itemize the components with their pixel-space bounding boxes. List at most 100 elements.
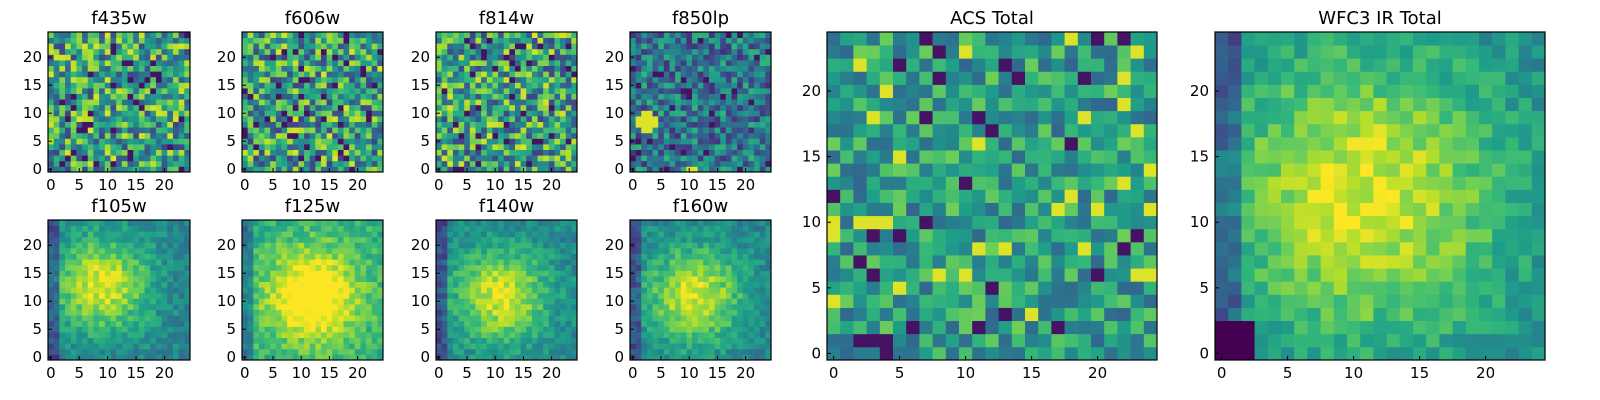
heatmap-cell	[304, 236, 311, 243]
heatmap-cell	[287, 99, 294, 106]
heatmap-cell	[99, 65, 106, 72]
heatmap-cell	[138, 155, 145, 162]
heatmap-cell	[264, 60, 271, 66]
heatmap-cell	[481, 116, 488, 122]
heatmap-cell	[436, 127, 443, 134]
heatmap-cell	[53, 104, 60, 111]
heatmap-cell	[526, 110, 533, 117]
heatmap-cell	[127, 110, 134, 117]
heatmap-cell	[172, 332, 180, 338]
heatmap-cell	[543, 276, 550, 282]
heatmap-cell	[349, 231, 356, 238]
heatmap-cell	[304, 220, 311, 226]
heatmap-cell	[377, 281, 384, 288]
heatmap-cell	[264, 93, 271, 100]
heatmap-cell	[127, 32, 134, 38]
heatmap-cell	[458, 242, 465, 249]
heatmap-cell	[138, 253, 145, 260]
heatmap-cell	[292, 104, 299, 111]
heatmap-cell	[663, 132, 670, 139]
heatmap-cell	[652, 48, 659, 55]
heatmap-cell	[509, 104, 516, 111]
heatmap-cell	[48, 315, 55, 322]
heatmap-cell	[486, 88, 493, 94]
heatmap-cell	[486, 32, 493, 38]
heatmap-cell	[161, 160, 168, 167]
x-tick-label: 15	[126, 176, 145, 194]
heatmap-cell	[121, 71, 128, 78]
heatmap-cell	[354, 76, 361, 83]
heatmap-cell	[121, 337, 128, 344]
heatmap-cell	[675, 149, 682, 156]
heatmap-cell	[371, 48, 378, 55]
heatmap-cell	[498, 231, 505, 238]
heatmap-cell	[258, 259, 265, 266]
heatmap-cell	[87, 149, 94, 156]
heatmap-cell	[116, 270, 123, 277]
heatmap-cell	[93, 71, 100, 78]
heatmap-cell	[360, 48, 367, 55]
heatmap-cell	[258, 298, 265, 305]
heatmap-cell	[458, 281, 465, 288]
heatmap-cell	[748, 259, 755, 266]
heatmap-cell	[492, 149, 499, 156]
heatmap-cell	[737, 132, 744, 139]
heatmap-cell	[669, 104, 676, 111]
heatmap-cell	[360, 65, 367, 72]
heatmap-cell	[172, 220, 180, 226]
heatmap-cell	[326, 287, 333, 294]
heatmap-cell	[247, 225, 254, 232]
heatmap-cell	[150, 220, 157, 226]
heatmap-cell	[172, 320, 180, 327]
heatmap-cell	[526, 320, 533, 327]
heatmap-cell	[360, 149, 367, 156]
heatmap-cell	[720, 144, 727, 150]
heatmap-cell	[754, 270, 761, 277]
heatmap-cell	[475, 37, 482, 44]
heatmap-cell	[48, 32, 55, 38]
heatmap-cell	[754, 93, 761, 100]
heatmap-cell	[675, 32, 682, 38]
heatmap-cell	[253, 343, 260, 350]
heatmap-cell	[76, 276, 83, 282]
heatmap-cell	[765, 32, 772, 38]
heatmap-cell	[298, 315, 305, 322]
heatmap-cell	[93, 93, 100, 100]
heatmap-cell	[498, 110, 505, 117]
heatmap-cell	[366, 138, 373, 145]
heatmap-cell	[144, 309, 151, 316]
heatmap-cell	[127, 121, 134, 128]
heatmap-cell	[138, 93, 145, 100]
heatmap-cell	[571, 276, 578, 282]
heatmap-cell	[287, 88, 294, 94]
heatmap-cell	[76, 155, 83, 162]
heatmap-cell	[498, 236, 505, 243]
heatmap-cell	[548, 287, 555, 294]
heatmap-cell	[498, 337, 505, 344]
heatmap-cell	[486, 320, 493, 327]
heatmap-cell	[110, 220, 117, 226]
heatmap-cell	[520, 121, 527, 128]
heatmap-cell	[138, 32, 145, 38]
heatmap-cell	[116, 259, 123, 266]
heatmap-cell	[270, 144, 277, 150]
heatmap-cell	[560, 110, 567, 117]
heatmap-cell	[121, 332, 128, 338]
heatmap-cell	[452, 132, 459, 139]
heatmap-cell	[531, 276, 538, 282]
heatmap-cell	[475, 99, 482, 106]
heatmap-cell	[258, 160, 265, 167]
heatmap-cell	[481, 225, 488, 232]
x-tick-label: 5	[462, 364, 472, 382]
heatmap-cell	[571, 287, 578, 294]
heatmap-cell	[486, 276, 493, 282]
heatmap-cell	[242, 121, 249, 128]
heatmap-cell	[258, 231, 265, 238]
heatmap-cell	[565, 43, 572, 50]
heatmap-cell	[110, 166, 117, 173]
heatmap-cell	[121, 287, 128, 294]
heatmap-cell	[731, 259, 738, 266]
heatmap-cell	[93, 332, 100, 338]
heatmap-cell	[652, 332, 659, 338]
heatmap-cell	[554, 225, 561, 232]
